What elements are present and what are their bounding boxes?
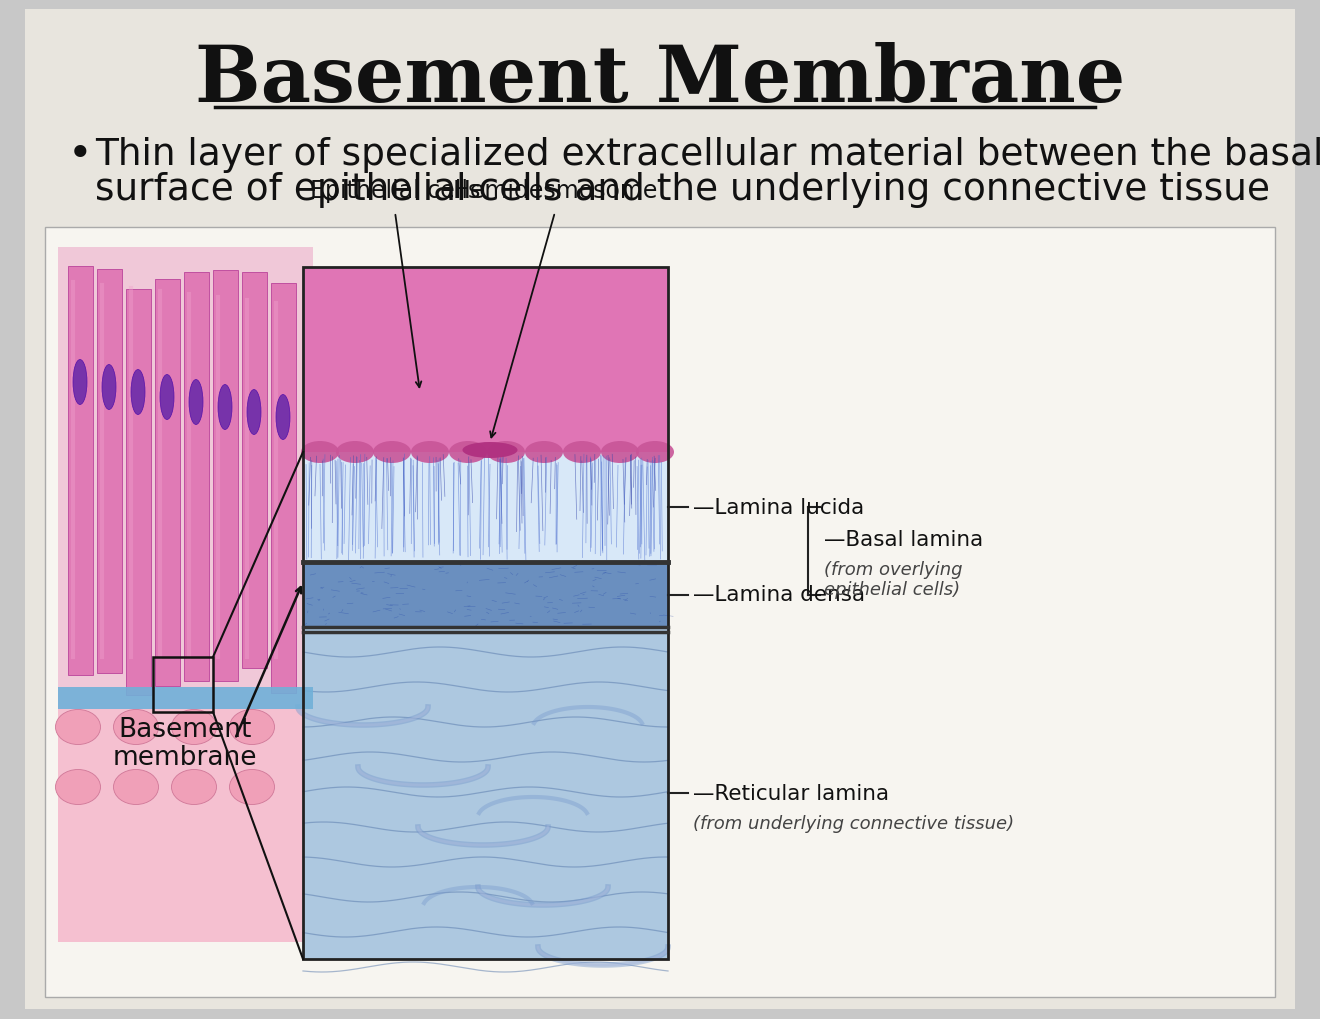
Bar bbox=[58, 709, 313, 943]
Ellipse shape bbox=[525, 441, 564, 464]
Ellipse shape bbox=[564, 441, 601, 464]
Bar bbox=[183, 273, 209, 682]
Text: Basement Membrane: Basement Membrane bbox=[195, 42, 1125, 118]
Ellipse shape bbox=[301, 441, 339, 464]
Text: membrane: membrane bbox=[112, 744, 257, 770]
Bar bbox=[58, 248, 313, 943]
Bar bbox=[304, 268, 668, 452]
Text: Epithelial cells: Epithelial cells bbox=[310, 178, 480, 203]
Ellipse shape bbox=[218, 385, 232, 430]
Text: Hemidesmosome: Hemidesmosome bbox=[453, 178, 657, 203]
Text: (from overlying: (from overlying bbox=[824, 560, 962, 578]
Bar bbox=[96, 270, 121, 674]
Bar bbox=[69, 267, 92, 676]
Bar bbox=[125, 289, 150, 695]
Bar bbox=[304, 452, 668, 562]
Ellipse shape bbox=[131, 370, 145, 415]
Text: surface of epithelial cells and the underlying connective tissue: surface of epithelial cells and the unde… bbox=[95, 172, 1270, 208]
Ellipse shape bbox=[276, 395, 290, 440]
Ellipse shape bbox=[230, 769, 275, 805]
Ellipse shape bbox=[374, 441, 411, 464]
Ellipse shape bbox=[102, 365, 116, 410]
Text: —Basal lamina: —Basal lamina bbox=[824, 529, 983, 549]
Ellipse shape bbox=[73, 360, 87, 406]
Ellipse shape bbox=[55, 710, 100, 745]
Ellipse shape bbox=[636, 441, 675, 464]
Bar bbox=[304, 628, 668, 959]
Ellipse shape bbox=[55, 769, 100, 805]
Ellipse shape bbox=[337, 441, 374, 464]
Ellipse shape bbox=[449, 441, 487, 464]
Text: Basement: Basement bbox=[119, 716, 252, 742]
Bar bbox=[154, 280, 180, 687]
Bar bbox=[45, 228, 1275, 997]
Ellipse shape bbox=[189, 380, 203, 425]
Bar bbox=[271, 283, 296, 693]
Bar bbox=[213, 271, 238, 682]
Bar bbox=[58, 688, 313, 709]
Ellipse shape bbox=[247, 390, 261, 435]
Bar bbox=[304, 268, 668, 959]
Text: —Lamina densa: —Lamina densa bbox=[693, 585, 865, 605]
Ellipse shape bbox=[114, 769, 158, 805]
Ellipse shape bbox=[601, 441, 639, 464]
Bar bbox=[242, 273, 267, 668]
Text: —Lamina lucida: —Lamina lucida bbox=[693, 497, 865, 518]
Ellipse shape bbox=[172, 710, 216, 745]
Text: •: • bbox=[69, 133, 92, 176]
Ellipse shape bbox=[230, 710, 275, 745]
Ellipse shape bbox=[487, 441, 525, 464]
Ellipse shape bbox=[172, 769, 216, 805]
Ellipse shape bbox=[114, 710, 158, 745]
Text: epithelial cells): epithelial cells) bbox=[824, 580, 960, 598]
Bar bbox=[304, 562, 668, 628]
Text: —Reticular lamina: —Reticular lamina bbox=[693, 784, 890, 803]
Bar bbox=[153, 657, 213, 712]
Ellipse shape bbox=[462, 442, 517, 459]
Ellipse shape bbox=[411, 441, 449, 464]
Text: (from underlying connective tissue): (from underlying connective tissue) bbox=[693, 814, 1014, 833]
Ellipse shape bbox=[160, 375, 174, 420]
Text: Thin layer of specialized extracellular material between the basal: Thin layer of specialized extracellular … bbox=[95, 137, 1320, 173]
